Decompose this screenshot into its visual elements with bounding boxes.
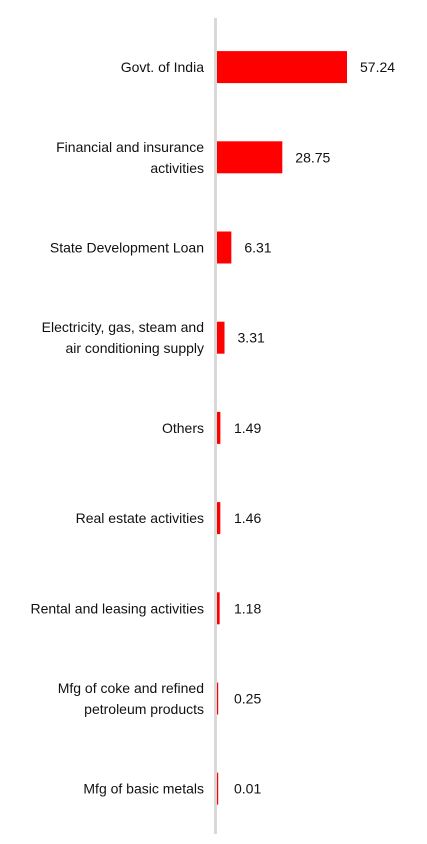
category-label-line: Electricity, gas, steam and [42,319,204,335]
category-label-line: air conditioning supply [65,340,204,356]
bars-group [217,51,347,805]
value-label-8: 0.01 [234,781,261,797]
bar-5 [217,502,221,535]
category-labels-group: Govt. of India Financial and insurance act… [30,59,204,797]
category-label-2: State Development Loan [50,240,204,256]
category-label-line: activities [150,160,204,176]
category-label-line: Mfg of coke and refined [58,680,204,696]
value-label-2: 6.31 [244,240,271,256]
bar-2 [217,231,232,264]
category-label-8: Mfg of basic metals [83,781,204,797]
value-label-5: 1.46 [234,510,261,526]
category-label-4: Others [162,420,204,436]
category-label-0: Govt. of India [121,59,204,75]
category-label-line: Others [162,420,204,436]
category-label-line: Real estate activities [76,510,204,526]
category-label-7: Mfg of coke and refined petroleum product… [58,680,204,717]
bar-6 [217,592,220,625]
value-label-1: 28.75 [295,149,330,165]
category-label-line: State Development Loan [50,240,204,256]
category-label-6: Rental and leasing activities [30,600,204,616]
category-label-line: Financial and insurance [56,139,204,155]
value-label-7: 0.25 [234,691,261,707]
value-label-4: 1.49 [234,420,261,436]
category-label-5: Real estate activities [76,510,204,526]
bar-0 [217,51,347,84]
value-label-0: 57.24 [360,59,395,75]
bar-4 [217,411,221,444]
bar-8 [217,772,219,805]
bar-1 [217,141,283,174]
category-label-line: Govt. of India [121,59,204,75]
category-label-line: Rental and leasing activities [30,600,204,616]
category-label-1: Financial and insurance activities [56,139,204,176]
category-label-3: Electricity, gas, steam and air condition… [42,319,204,356]
bar-7 [217,682,219,715]
value-label-3: 3.31 [238,330,265,346]
bar-3 [217,321,225,354]
category-label-line: petroleum products [84,701,204,717]
value-label-6: 1.18 [234,600,261,616]
category-label-line: Mfg of basic metals [83,781,204,797]
value-labels-group: 57.24 28.75 6.31 3.31 1.49 1.46 1.18 0.25 0.01 [234,59,395,797]
